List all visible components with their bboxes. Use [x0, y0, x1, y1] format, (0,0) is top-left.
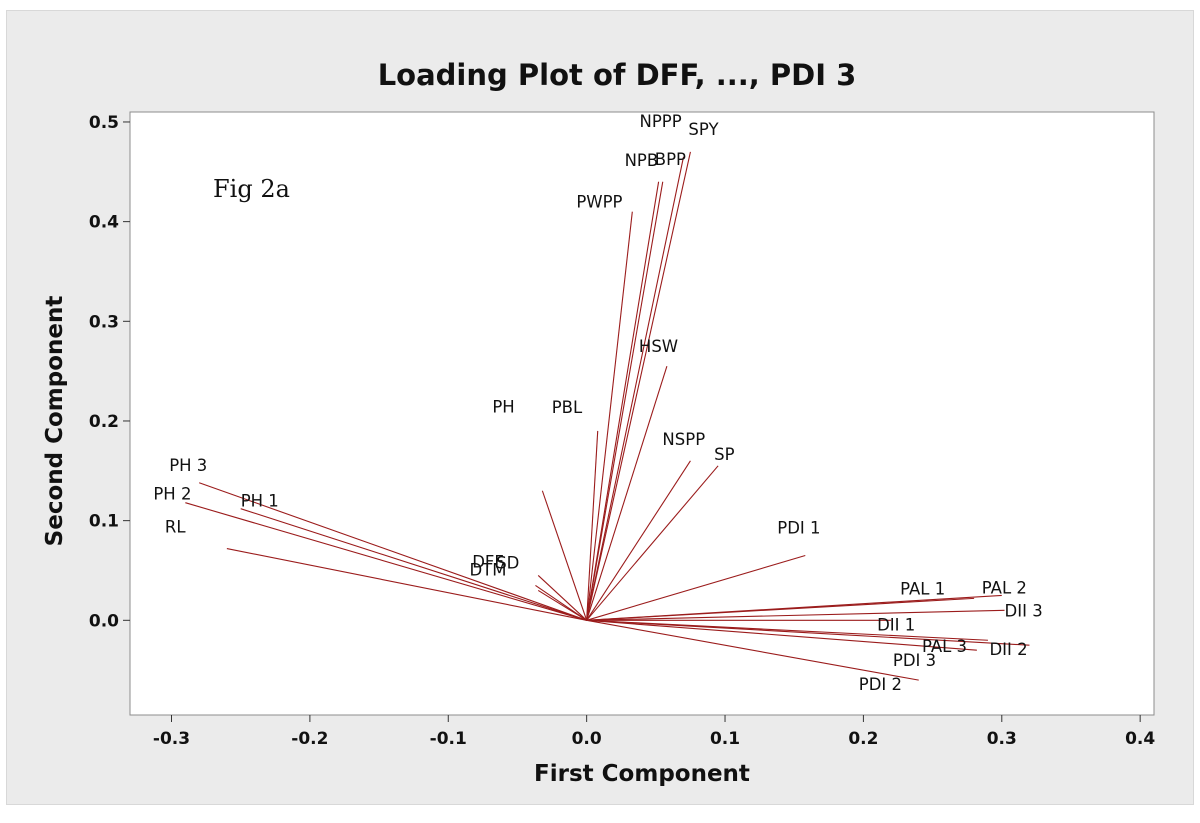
variable-label: PAL 1 [900, 579, 945, 598]
x-tick-label: -0.2 [291, 729, 328, 749]
chart-frame: Loading Plot of DFF, ..., PDI 3 DFF DTM SD… [6, 10, 1194, 805]
loading-plot-chart: Loading Plot of DFF, ..., PDI 3 DFFDTMSD… [42, 58, 1155, 787]
variable-label: SP [714, 445, 734, 464]
x-tick-label: -0.1 [430, 729, 467, 749]
loading-vector [586, 181, 664, 621]
y-axis-title: Second Component [42, 296, 68, 547]
variable-label: PWPP [576, 193, 622, 212]
y-tick-label: 0.5 [89, 113, 119, 133]
loading-vector [586, 460, 691, 621]
loading-vector [586, 181, 660, 621]
x-axis: -0.3 -0.2 -0.1 0.0 0.1 0.2 0.3 0.4 [153, 715, 1155, 749]
variable-label: PH 1 [241, 492, 279, 511]
loading-vector [537, 589, 587, 621]
variable-label: RL [165, 518, 186, 537]
loading-vector [586, 609, 1005, 621]
variable-label: HSW [639, 337, 678, 356]
loading-vector [586, 619, 1030, 646]
y-tick-label: 0.1 [89, 512, 119, 532]
loading-vectors [185, 151, 1030, 681]
variable-label: PAL 2 [982, 578, 1027, 597]
loading-vector [586, 555, 806, 621]
variable-label: PBL [552, 398, 583, 417]
loading-vector [586, 365, 668, 621]
variable-label: DTM [469, 560, 506, 579]
loading-vector [586, 151, 691, 621]
loading-vector [586, 619, 977, 651]
variable-label: PAL 3 [922, 637, 967, 656]
variable-label: PH [492, 398, 514, 417]
x-tick-label: 0.3 [987, 729, 1017, 749]
y-tick-label: 0.4 [89, 213, 119, 233]
loading-vector [541, 490, 588, 621]
variable-label: PDI 3 [893, 651, 936, 670]
loading-vector [537, 575, 588, 621]
variable-label: SD [496, 553, 519, 572]
chart-title: Loading Plot of DFF, ..., PDI 3 [378, 58, 857, 92]
loading-vector [185, 502, 587, 621]
variable-label: BPP [655, 150, 686, 169]
loading-vector [586, 465, 719, 621]
y-axis: 0.0 0.1 0.2 0.3 0.4 0.5 [89, 113, 130, 631]
figure-annotation: Fig 2a [213, 175, 290, 203]
variable-label: DII 3 [1005, 601, 1043, 620]
loading-vector [586, 211, 633, 621]
loading-vector [586, 156, 685, 621]
plot-area [129, 111, 1155, 716]
x-axis-title: First Component [534, 761, 750, 787]
x-tick-label: 0.4 [1125, 729, 1155, 749]
loading-vector [586, 619, 919, 681]
loading-vector [586, 430, 599, 621]
variable-label: NSPP [662, 430, 705, 449]
loading-vector [226, 548, 587, 621]
variable-label: PH 2 [153, 485, 191, 504]
x-tick-label: 0.2 [848, 729, 878, 749]
variable-label: DII 1 [877, 615, 915, 634]
loading-vector [199, 482, 587, 621]
variable-label: PH 3 [169, 456, 207, 475]
variable-label: PDI 1 [777, 519, 820, 538]
y-tick-label: 0.2 [89, 412, 119, 432]
x-tick-label: 0.0 [572, 729, 602, 749]
x-tick-label: 0.1 [710, 729, 740, 749]
loading-vector [240, 508, 587, 621]
variable-label: NPPP [640, 112, 682, 131]
variable-label: PDI 2 [859, 675, 902, 694]
variable-label: NPB [625, 151, 659, 170]
variable-label: DII 2 [989, 640, 1027, 659]
x-tick-label: -0.3 [153, 729, 190, 749]
loading-vector [586, 594, 1002, 621]
y-tick-label: 0.0 [89, 611, 119, 631]
variable-label: SPY [688, 120, 719, 139]
variable-label: DFF [472, 552, 504, 571]
y-tick-label: 0.3 [89, 312, 119, 332]
